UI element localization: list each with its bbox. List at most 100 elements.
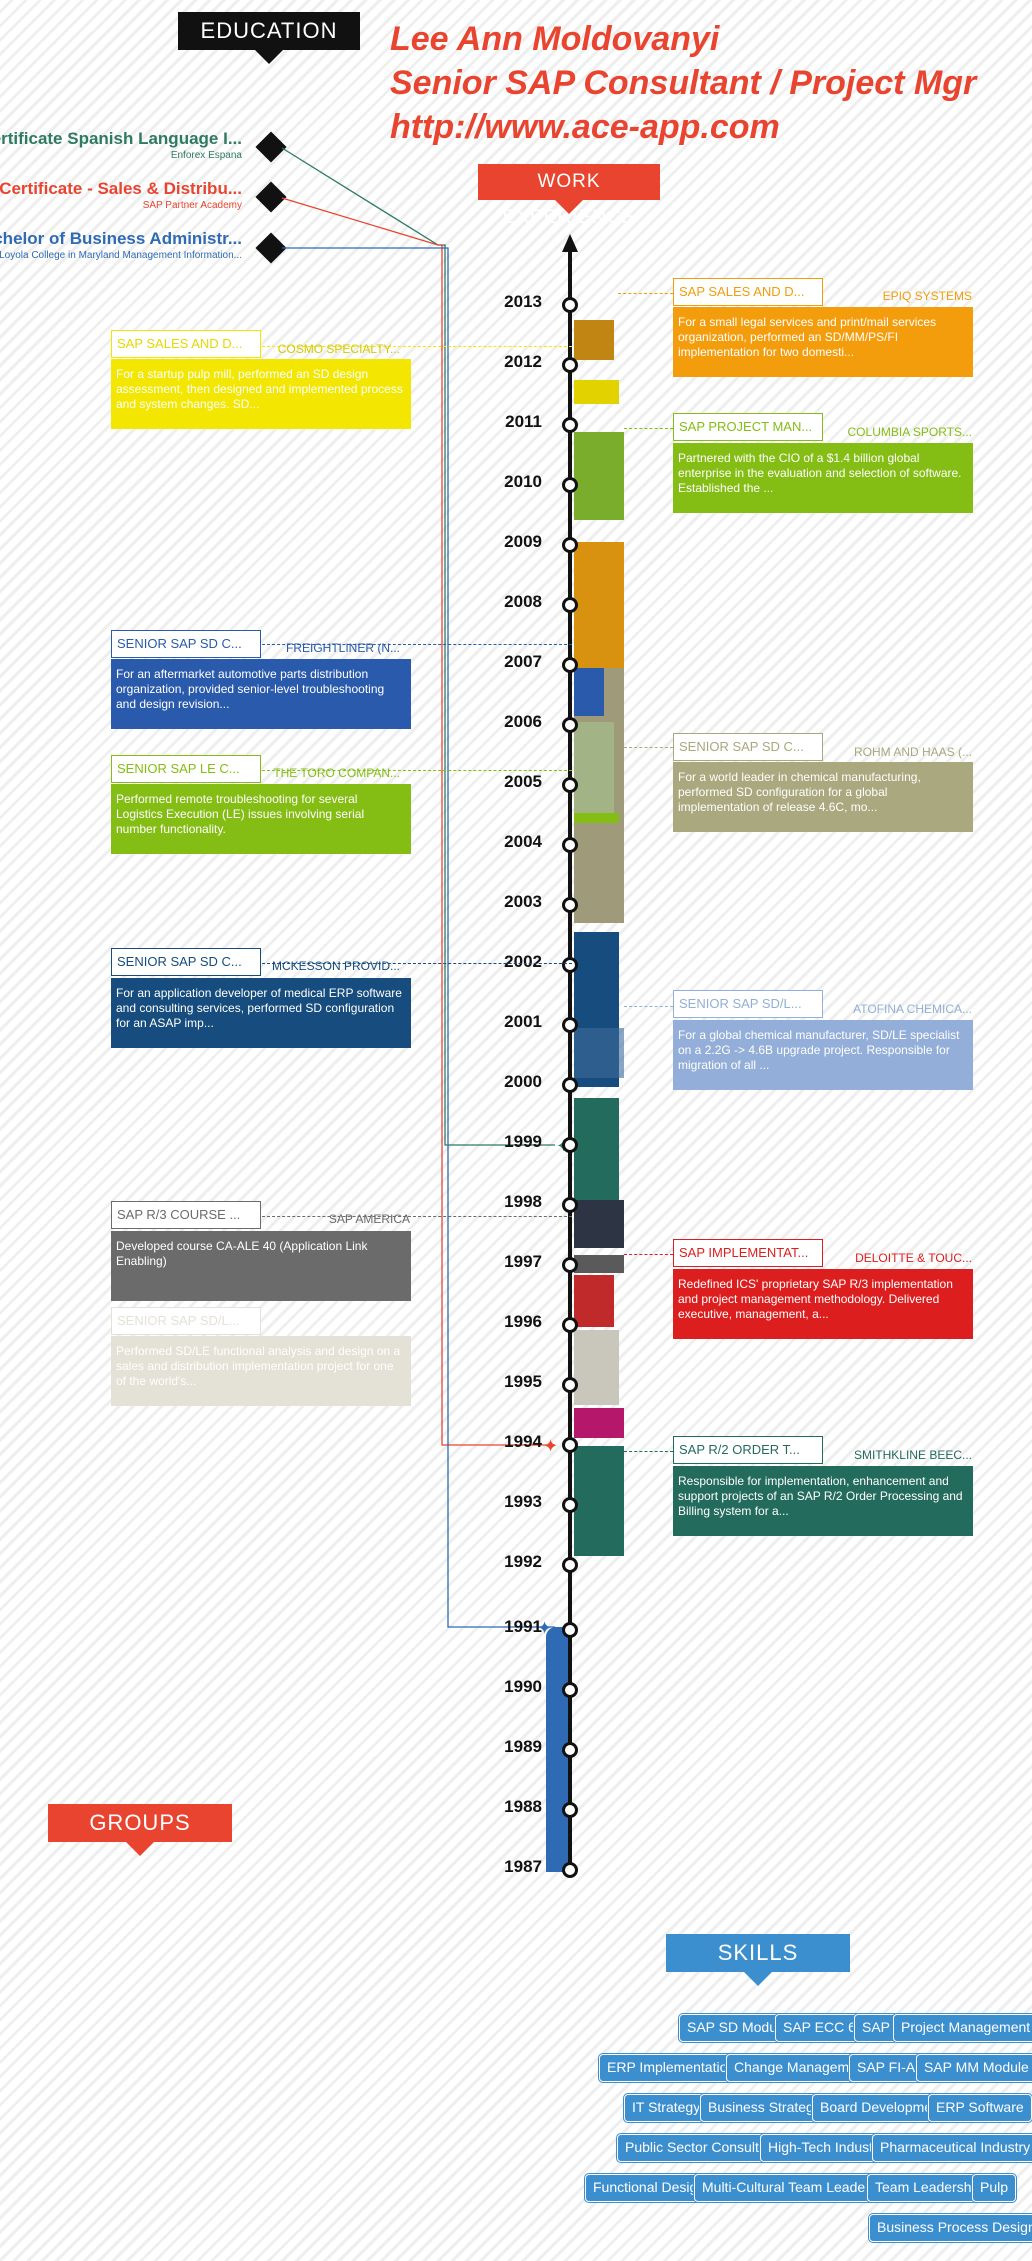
year-label: 2010 <box>504 472 542 491</box>
job-connector <box>624 1254 673 1255</box>
job-company: COSMO SPECIALTY... <box>277 342 400 356</box>
skill-tag[interactable]: ERP Software <box>928 2094 1032 2122</box>
timeline-segment[interactable] <box>574 1255 624 1273</box>
timeline-segment[interactable] <box>574 722 614 822</box>
job-description: For a world leader in chemical manufactu… <box>673 762 973 832</box>
skill-tag[interactable]: High-Tech Industry <box>760 2134 893 2162</box>
timeline-segment[interactable] <box>574 1028 624 1078</box>
timeline-segment[interactable] <box>574 380 619 404</box>
year-dot[interactable] <box>562 1077 578 1093</box>
job-title[interactable]: SAP R/3 COURSE ... <box>111 1201 261 1229</box>
job-title[interactable]: SENIOR SAP SD/L... <box>111 1307 261 1335</box>
job-company: FREIGHTLINER (N... <box>285 641 400 655</box>
year-label: 2013 <box>504 292 542 311</box>
year-label: 1999 <box>504 1132 542 1151</box>
skill-tag[interactable]: Pulp <box>972 2174 1017 2202</box>
year-label: 2002 <box>504 952 542 971</box>
job-title[interactable]: SAP PROJECT MAN... <box>673 413 823 441</box>
year-dot[interactable] <box>562 897 578 913</box>
website-link[interactable]: http://www.ace-app.com <box>390 108 780 146</box>
year-dot[interactable] <box>562 957 578 973</box>
skill-tag[interactable]: Functional Design <box>585 2174 714 2202</box>
skills-header: SKILLS <box>666 1934 850 1986</box>
year-dot[interactable] <box>562 477 578 493</box>
education-school: Loyola College in Maryland Management In… <box>0 250 242 261</box>
job-connector <box>262 1216 572 1217</box>
year-dot[interactable] <box>562 357 578 373</box>
job-description: Performed remote troubleshooting for sev… <box>111 784 411 854</box>
year-dot[interactable] <box>562 297 578 313</box>
skill-tag[interactable]: Pharmaceutical Industry <box>872 2134 1032 2162</box>
year-dot[interactable] <box>562 1862 578 1878</box>
timeline-segment[interactable] <box>574 1446 624 1556</box>
job-connector <box>624 1006 673 1007</box>
skill-tag[interactable]: IT Strategy <box>624 2094 709 2122</box>
timeline-segment[interactable] <box>574 1275 614 1327</box>
year-dot[interactable] <box>562 1742 578 1758</box>
year-dot[interactable] <box>562 837 578 853</box>
skill-tag[interactable]: Public Sector Consulting <box>617 2134 786 2162</box>
timeline-axis <box>568 246 572 1876</box>
year-dot[interactable] <box>562 1497 578 1513</box>
timeline-segment[interactable] <box>574 320 614 360</box>
year-dot[interactable] <box>562 1622 578 1638</box>
year-dot[interactable] <box>562 1682 578 1698</box>
job-title[interactable]: SENIOR SAP SD C... <box>111 630 261 658</box>
year-label: 2007 <box>504 652 542 671</box>
job-title[interactable]: SAP R/2 ORDER T... <box>673 1436 823 1464</box>
job-title[interactable]: SENIOR SAP SD C... <box>111 948 261 976</box>
skill-tag[interactable]: Business Process Design <box>869 2214 1032 2242</box>
year-dot[interactable] <box>562 1257 578 1273</box>
year-dot[interactable] <box>562 1557 578 1573</box>
education-school: Enforex Espana <box>170 150 242 161</box>
year-dot[interactable] <box>562 597 578 613</box>
timeline-segment[interactable] <box>574 432 624 520</box>
timeline-segment[interactable] <box>574 668 604 716</box>
year-label: 1991 <box>504 1617 542 1636</box>
groups-header: GROUPS <box>48 1804 232 1856</box>
skill-tag[interactable]: Project Management <box>893 2014 1032 2042</box>
job-description: Developed course CA-ALE 40 (Application … <box>111 1231 411 1301</box>
year-label: 1998 <box>504 1192 542 1211</box>
year-label: 1993 <box>504 1492 542 1511</box>
skill-tag[interactable]: ERP Implementations <box>599 2054 751 2082</box>
skill-tag[interactable]: Business Strategy <box>700 2094 829 2122</box>
job-title[interactable]: SENIOR SAP SD/L... <box>673 990 823 1018</box>
job-connector <box>624 428 673 429</box>
job-title[interactable]: SAP SALES AND D... <box>673 278 823 306</box>
skill-tag[interactable]: Team Leadership <box>867 2174 991 2202</box>
year-dot[interactable] <box>562 417 578 433</box>
year-dot[interactable] <box>562 717 578 733</box>
timeline-segment[interactable] <box>574 542 624 668</box>
timeline-segment[interactable] <box>574 1098 619 1200</box>
job-title[interactable]: SAP IMPLEMENTAT... <box>673 1239 823 1267</box>
year-dot[interactable] <box>562 1437 578 1453</box>
education-school: SAP Partner Academy <box>142 200 242 211</box>
year-dot[interactable] <box>562 1317 578 1333</box>
year-dot[interactable] <box>562 1802 578 1818</box>
job-connector <box>262 644 572 645</box>
year-dot[interactable] <box>562 657 578 673</box>
skill-tag[interactable]: SAP MM Module <box>916 2054 1032 2082</box>
job-connector <box>262 963 572 964</box>
education-title: Bachelor of Business Administr... <box>0 229 242 248</box>
year-dot[interactable] <box>562 777 578 793</box>
job-title[interactable]: SENIOR SAP LE C... <box>111 755 261 783</box>
timeline-segment[interactable] <box>574 1408 624 1438</box>
year-dot[interactable] <box>562 1137 578 1153</box>
year-label: 2001 <box>504 1012 542 1031</box>
year-dot[interactable] <box>562 1197 578 1213</box>
year-dot[interactable] <box>562 1377 578 1393</box>
job-title[interactable]: SAP SALES AND D... <box>111 330 261 358</box>
year-dot[interactable] <box>562 1017 578 1033</box>
star-icon: ✦ <box>543 1436 558 1456</box>
timeline-segment[interactable] <box>574 1200 624 1248</box>
job-description: For an application developer of medical … <box>111 978 411 1048</box>
work-experience-header: WORK EXPERIENCE <box>478 164 660 228</box>
skill-tag[interactable]: SAP <box>854 2014 899 2042</box>
timeline-segment[interactable] <box>574 1330 619 1405</box>
timeline-segment[interactable] <box>574 813 619 823</box>
job-title[interactable]: SENIOR SAP SD C... <box>673 733 823 761</box>
job-description: Partnered with the CIO of a $1.4 billion… <box>673 443 973 513</box>
year-dot[interactable] <box>562 537 578 553</box>
